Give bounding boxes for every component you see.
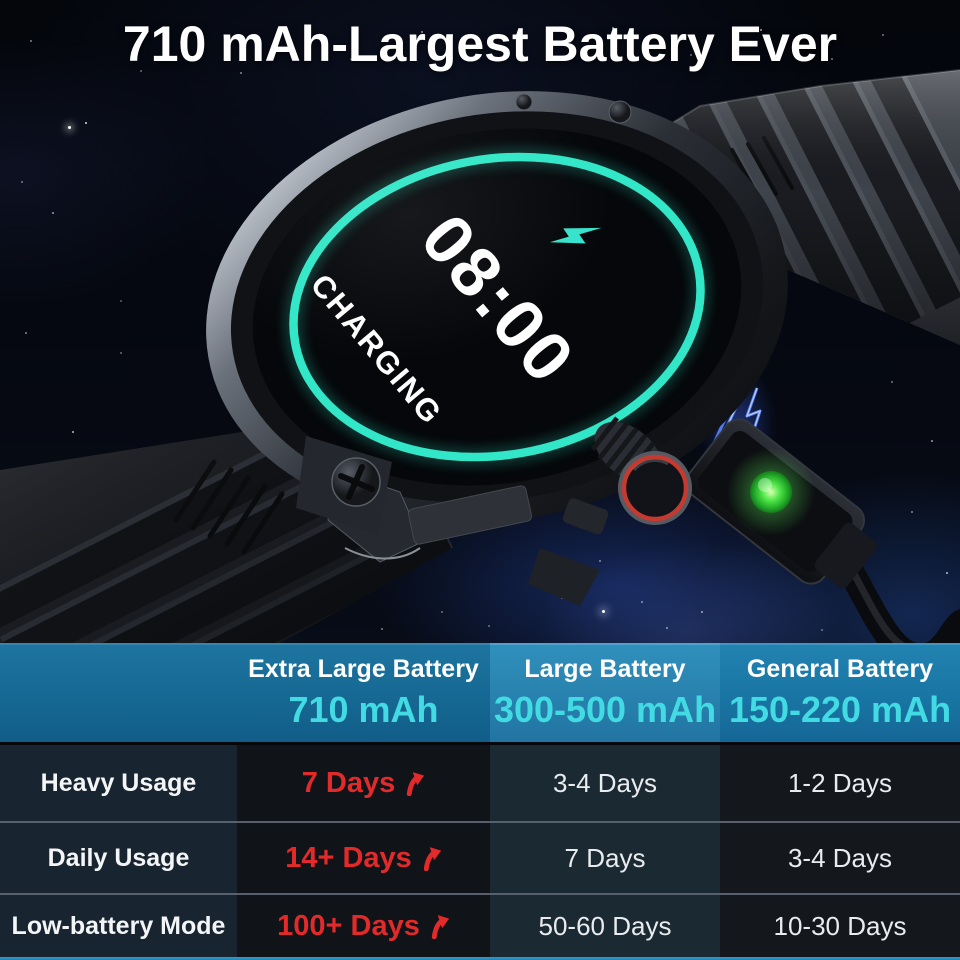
cell-value: 7 Days <box>564 842 646 873</box>
column-label: Extra Large Battery <box>248 654 479 683</box>
headline: 710 mAh-Largest Battery Ever <box>122 16 838 72</box>
lug-and-screws <box>296 93 632 534</box>
smartwatch-photo: 08:00 CHARGING <box>0 69 960 660</box>
cell-value: 50-60 Days <box>538 910 672 941</box>
featured-value: 14+ Days <box>285 841 412 874</box>
column-capacity: 710 mAh <box>288 688 439 730</box>
featured-value: 100+ Days <box>277 909 420 942</box>
column-label: Large Battery <box>524 654 686 683</box>
crown-button <box>590 416 692 525</box>
charging-connector <box>685 418 878 589</box>
row-label: Heavy Usage <box>40 768 197 797</box>
table-row: Low-battery Mode 100+ Days 50-60 Days 10… <box>0 893 960 957</box>
cell-value: 10-30 Days <box>773 910 907 941</box>
cell-value: 3-4 Days <box>787 842 893 873</box>
row-label: Daily Usage <box>47 843 190 872</box>
header-spacer-cell <box>0 643 237 742</box>
table-row: Daily Usage 14+ Days 7 Days 3-4 Days <box>0 821 960 893</box>
bottom-blue-strip <box>0 957 960 960</box>
featured-value: 7 Days <box>301 766 396 799</box>
trend-up-icon <box>423 846 441 871</box>
column-capacity: 300-500 mAh <box>493 688 717 730</box>
trend-up-icon <box>431 914 449 939</box>
case-screw <box>608 100 632 124</box>
table-header-row: Extra Large Battery 710 mAh Large Batter… <box>0 643 960 742</box>
crown-red-ring <box>621 454 689 522</box>
cell-value: 3-4 Days <box>552 767 658 798</box>
row-label: Low-battery Mode <box>11 911 226 940</box>
watch-head: 08:00 CHARGING <box>206 91 788 523</box>
status-led <box>750 471 792 513</box>
side-pusher <box>528 548 600 606</box>
table-row: Heavy Usage 7 Days 3-4 Days 1-2 Days <box>0 745 960 821</box>
column-label: General Battery <box>746 654 934 683</box>
column-capacity: 150-220 mAh <box>728 688 952 730</box>
header-general-battery: General Battery 150-220 mAh <box>720 643 960 742</box>
bright-star <box>68 126 71 129</box>
case-screw <box>515 93 533 111</box>
header-large-battery: Large Battery 300-500 mAh <box>490 643 720 742</box>
battery-comparison-table: Extra Large Battery 710 mAh Large Batter… <box>0 643 960 960</box>
trend-up-icon <box>407 771 425 796</box>
bright-star <box>602 610 605 613</box>
header-extra-large-battery: Extra Large Battery 710 mAh <box>237 643 490 742</box>
table-body: Heavy Usage 7 Days 3-4 Days 1-2 Days Dai… <box>0 742 960 957</box>
cell-value: 1-2 Days <box>787 767 893 798</box>
